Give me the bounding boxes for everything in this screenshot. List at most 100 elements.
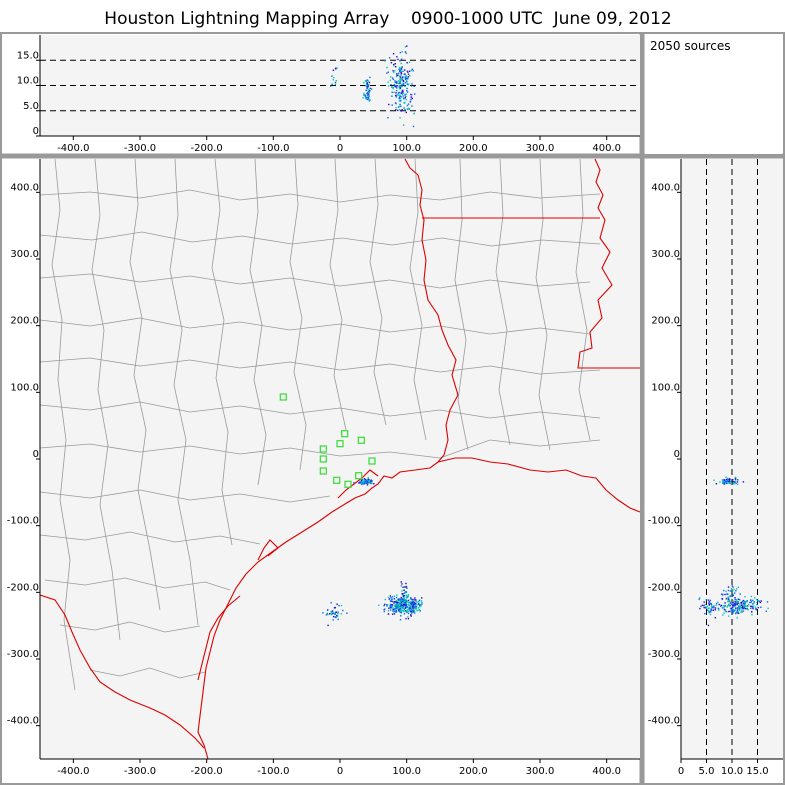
lightning-source-point <box>387 613 390 615</box>
lightning-source-point <box>409 601 411 604</box>
county-line <box>39 317 591 335</box>
lightning-source-point <box>332 69 335 71</box>
lightning-source-point <box>407 609 409 611</box>
lightning-source-point <box>751 605 753 608</box>
lightning-source-point <box>398 86 400 88</box>
lightning-source-point <box>732 481 734 483</box>
lightning-source-point <box>739 599 741 601</box>
lightning-source-point <box>413 602 415 604</box>
x-tick-label: 100.0 <box>392 143 421 154</box>
lightning-source-point <box>723 479 725 481</box>
lightning-source-point <box>395 102 397 105</box>
lightning-source-point <box>389 609 392 611</box>
lightning-source-point <box>708 607 710 609</box>
lightning-source-point <box>329 613 331 615</box>
lightning-source-point <box>699 607 701 610</box>
x-tick-label: 15.0 <box>746 766 768 777</box>
lightning-source-point <box>404 78 407 80</box>
lightning-source-point <box>403 600 405 603</box>
lightning-source-point <box>754 597 756 599</box>
lightning-source-point <box>410 601 412 603</box>
lightning-source-point <box>399 103 401 106</box>
lightning-source-point <box>412 607 414 610</box>
lightning-source-point <box>712 607 714 609</box>
lightning-source-point <box>724 481 726 483</box>
lightning-source-point <box>754 606 757 608</box>
lightning-source-point <box>398 100 401 102</box>
county-line <box>59 621 201 633</box>
lightning-source-point <box>397 601 399 604</box>
lightning-source-point <box>726 593 728 595</box>
lightning-source-point <box>753 601 755 603</box>
lightning-source-point <box>330 610 332 613</box>
lightning-source-point <box>368 81 371 84</box>
lightning-source-point <box>405 609 408 612</box>
lightning-source-point <box>401 51 403 53</box>
y-tick-label: -400.0 <box>7 716 39 727</box>
lightning-source-point <box>732 594 734 596</box>
lightning-source-point <box>399 75 401 77</box>
lightning-source-point <box>741 607 743 609</box>
lightning-source-point <box>736 601 738 603</box>
lightning-source-point <box>392 87 394 90</box>
lightning-source-point <box>392 601 394 603</box>
lightning-source-point <box>727 615 730 617</box>
lightning-source-point <box>396 87 398 89</box>
lightning-source-point <box>399 67 401 70</box>
lightning-source-point <box>743 601 745 603</box>
lightning-source-point <box>401 78 404 80</box>
lightning-source-point <box>405 617 407 620</box>
lightning-source-point <box>398 105 400 108</box>
lightning-source-point <box>389 595 392 597</box>
lightning-source-point <box>407 594 410 596</box>
lightning-source-point <box>732 609 734 611</box>
x-tick-label: -200.0 <box>191 143 223 154</box>
lightning-source-point <box>391 95 393 97</box>
lightning-source-point <box>722 481 724 483</box>
lightning-source-point <box>401 593 403 595</box>
lightning-source-point <box>750 599 752 601</box>
y-tick-label: -200.0 <box>648 582 680 593</box>
lightning-source-point <box>735 482 737 484</box>
lightning-source-point <box>365 98 367 100</box>
lightning-source-point <box>734 597 736 599</box>
lightning-source-point <box>740 606 742 609</box>
lightning-source-point <box>410 597 412 599</box>
lightning-source-point <box>387 610 390 612</box>
county-line <box>39 439 601 459</box>
lightning-source-point <box>404 97 406 99</box>
county-line <box>39 489 331 503</box>
lightning-source-point <box>709 611 711 613</box>
lightning-source-point <box>726 606 728 608</box>
county-line <box>169 158 199 626</box>
x-tick-label: -100.0 <box>257 766 289 777</box>
lightning-source-point <box>388 607 390 609</box>
lightning-source-point <box>407 606 409 608</box>
lightning-source-point <box>367 99 370 101</box>
lightning-source-point <box>746 601 748 603</box>
county-line <box>495 158 511 446</box>
lightning-source-point <box>396 74 398 77</box>
lightning-source-point <box>756 604 758 606</box>
x-tick-label: 300.0 <box>526 143 555 154</box>
lightning-source-point <box>361 482 364 485</box>
lightning-source-point <box>710 604 713 606</box>
lightning-source-point <box>402 80 405 82</box>
lightning-source-point <box>741 606 744 608</box>
plan-view-plot-area <box>40 159 640 759</box>
lightning-source-point <box>331 610 334 612</box>
lightning-source-point <box>363 483 365 485</box>
county-line <box>454 158 469 451</box>
lightning-source-point <box>740 603 743 605</box>
lightning-source-point <box>395 92 397 94</box>
lightning-source-point <box>403 610 405 612</box>
lightning-source-point <box>405 93 407 95</box>
lightning-source-point <box>394 604 396 606</box>
lightning-source-point <box>400 610 402 612</box>
lightning-source-point <box>388 598 390 600</box>
lightning-source-point <box>396 606 398 609</box>
lightning-source-point <box>383 610 385 613</box>
lightning-source-point <box>383 609 385 611</box>
lightning-source-point <box>734 603 737 605</box>
y-tick-label: 10.0 <box>17 76 39 87</box>
